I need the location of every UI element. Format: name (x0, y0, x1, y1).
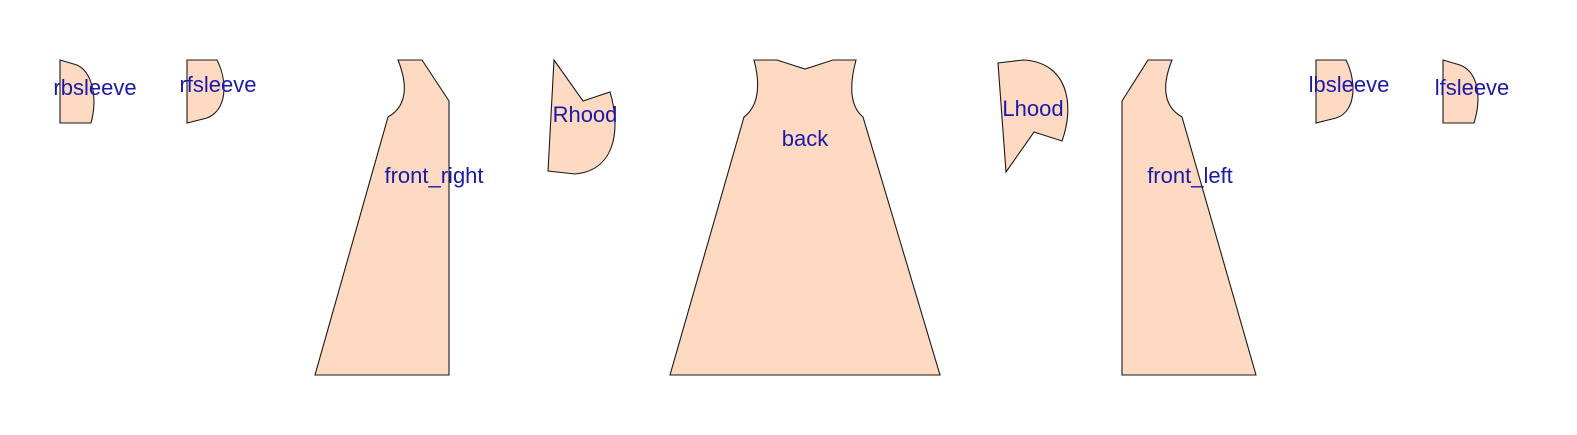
piece-lfsleeve-outline (1442, 59, 1479, 124)
piece-label-front-left: front_left (1147, 163, 1233, 188)
piece-front-left-outline (1121, 59, 1257, 376)
piece-rbsleeve: rbsleeve (53, 59, 137, 124)
piece-back-outline (669, 59, 941, 376)
piece-label-rbsleeve: rbsleeve (53, 75, 136, 100)
piece-label-lbsleeve: lbsleeve (1309, 72, 1390, 97)
piece-rbsleeve-outline (59, 59, 95, 124)
piece-lbsleeve-outline (1315, 59, 1354, 124)
piece-rfsleeve: rfsleeve (179, 59, 257, 124)
piece-label-lhood: Lhood (1002, 96, 1063, 121)
piece-lhood-outline (997, 59, 1069, 174)
piece-label-lfsleeve: lfsleeve (1435, 75, 1510, 100)
piece-label-back: back (782, 126, 829, 151)
piece-back: back (669, 59, 941, 376)
piece-lhood: Lhood (997, 59, 1069, 174)
piece-rhood-outline (547, 58, 616, 175)
piece-rhood: Rhood (547, 58, 618, 175)
piece-lbsleeve: lbsleeve (1309, 59, 1390, 124)
piece-label-rhood: Rhood (553, 102, 618, 127)
piece-rfsleeve-outline (186, 59, 225, 124)
piece-front-right: front_right (314, 59, 484, 376)
piece-label-front-right: front_right (384, 163, 483, 188)
piece-lfsleeve: lfsleeve (1435, 59, 1510, 124)
piece-front-right-outline (314, 59, 450, 376)
piece-label-rfsleeve: rfsleeve (179, 72, 256, 97)
piece-front-left: front_left (1121, 59, 1257, 376)
